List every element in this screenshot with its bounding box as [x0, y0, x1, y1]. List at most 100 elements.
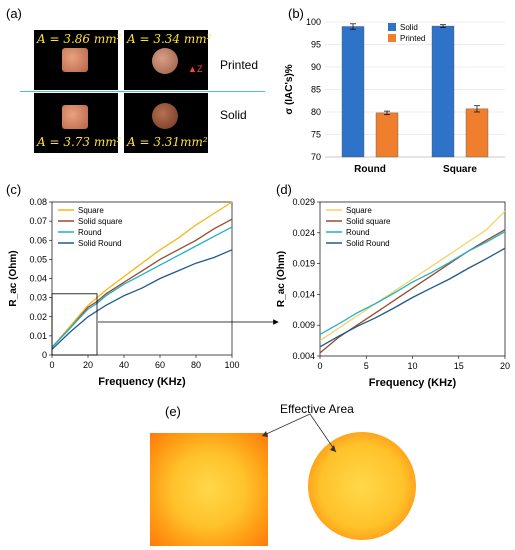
y-tick-label: 0 [42, 350, 47, 360]
panel-d-label: (d) [276, 182, 292, 197]
legend-label: Solid square [78, 217, 123, 226]
y-axis-label: σ (IAC's)% [284, 64, 295, 114]
effective-area-pointers [261, 413, 337, 453]
bar [375, 112, 399, 158]
z-axis-label: Z [197, 64, 203, 74]
legend-swatch [388, 23, 396, 31]
series-line [319, 231, 506, 335]
x-axis-label: Frequency (KHz) [369, 377, 457, 389]
y-tick-label: 75 [311, 130, 321, 140]
area-label: A = 3.34 mm² [127, 32, 212, 46]
y-tick-label: 100 [306, 17, 321, 27]
y-tick-label: 0.03 [29, 293, 47, 303]
y-tick-label: 0.01 [29, 331, 47, 341]
y-tick-label: 0.05 [29, 254, 47, 264]
legend-label: Square [346, 206, 372, 215]
area-label: A = 3.31mm² [127, 135, 208, 149]
legend-label: Square [78, 206, 104, 215]
bar [341, 26, 365, 158]
x-category-label: Round [354, 164, 386, 175]
series-line [319, 247, 506, 348]
x-tick-label: 0 [49, 360, 54, 370]
x-tick-label: 80 [191, 360, 201, 370]
panel-e-label: (e) [165, 404, 181, 419]
y-tick-label: 0.009 [292, 320, 315, 330]
x-tick-label: 0 [317, 361, 322, 371]
round-sample [152, 103, 178, 129]
y-axis-label: R_ac (Ohm) [276, 251, 287, 307]
y-tick-label: 0.04 [29, 274, 47, 284]
area-label: A = 3.86 mm² [37, 32, 122, 46]
y-tick-label: 0.06 [29, 235, 47, 245]
y-tick-label: 85 [311, 85, 321, 95]
y-tick-label: 0.019 [292, 259, 315, 269]
panel-a-label: (a) [6, 6, 22, 21]
x-tick-label: 15 [454, 361, 464, 371]
legend-swatch [388, 34, 396, 42]
plot-frame [51, 201, 233, 356]
x-tick-label: 5 [364, 361, 369, 371]
zoom-box [51, 293, 98, 356]
x-tick-label: 100 [224, 360, 239, 370]
x-tick-label: 20 [500, 361, 510, 371]
legend-label: Solid square [346, 217, 391, 226]
panel-b: (b) 70 75 80 85 90 95 100 Round Square σ (IAC's)%… [270, 0, 515, 185]
plot-frame [319, 201, 506, 357]
x-axis-label: Frequency (KHz) [98, 376, 186, 388]
bar-chart: 70 75 80 85 90 95 100 Round Square σ (IAC's)% Soli… [284, 17, 505, 175]
series-line [51, 218, 233, 348]
square-sample [62, 105, 88, 129]
y-axis-label: R_ac (Ohm) [8, 250, 19, 306]
legend-label: Solid [400, 23, 418, 32]
legend-label: Round [346, 228, 370, 237]
panel-c-label: (c) [6, 182, 22, 197]
divider-line [20, 91, 265, 92]
round-current-density [308, 432, 416, 540]
x-tick-label: 10 [407, 361, 417, 371]
y-tick-label: 0.029 [292, 197, 315, 207]
legend-label: Solid Round [346, 239, 390, 248]
series-line [319, 210, 506, 342]
area-label: A = 3.73 mm² [37, 135, 122, 149]
panel-c: (c) 0 0.01 0.02 0.03 0.04 0.05 0.06 0.07 0.08 0 20… [0, 180, 260, 395]
square-current-density [150, 433, 268, 546]
y-tick-label: 0.08 [29, 197, 47, 207]
photo-round-solid: A = 3.31mm² [124, 93, 208, 153]
y-tick-label: 0.07 [29, 216, 47, 226]
y-tick-label: 95 [311, 40, 321, 50]
line-chart-zoom: 0.004 0.009 0.014 0.019 0.024 0.029 0 5 10 15 20 Fr… [276, 197, 510, 389]
printed-label: Printed [220, 58, 259, 72]
bar [465, 108, 489, 158]
photo-square-solid: A = 3.73 mm² [34, 93, 122, 153]
y-tick-label: 90 [311, 62, 321, 72]
legend-label: Printed [400, 34, 425, 43]
legend-label: Solid Round [78, 239, 122, 248]
panel-e: (e) Effective Area [0, 400, 515, 550]
y-tick-label: 0.014 [292, 289, 315, 299]
series-line [51, 249, 233, 350]
legend-box [54, 204, 134, 252]
x-tick-label: 40 [119, 360, 129, 370]
effective-area-label: Effective Area [280, 402, 354, 416]
legend-label: Round [78, 228, 102, 237]
x-tick-label: 60 [155, 360, 165, 370]
solid-label: Solid [220, 108, 247, 122]
panel-b-label: (b) [288, 6, 304, 21]
panel-d: (d) 0.004 0.009 0.014 0.019 0.024 0.029 0 5 10 15… [262, 180, 515, 395]
y-tick-label: 70 [311, 152, 321, 162]
square-sample [62, 48, 88, 72]
y-tick-label: 0.02 [29, 312, 47, 322]
legend-box [322, 204, 402, 252]
photo-square-printed: A = 3.86 mm² [34, 30, 122, 90]
x-category-label: Square [443, 164, 477, 175]
x-tick-label: 20 [83, 360, 93, 370]
line-chart-wide: 0 0.01 0.02 0.03 0.04 0.05 0.06 0.07 0.08 0 20 40 60… [8, 197, 240, 388]
y-tick-label: 0.024 [292, 228, 315, 238]
z-axis-marker: ▲ [188, 64, 197, 74]
panel-a: (a) A = 3.86 mm² A = 3.34 mm² ▲ Z A = 3.… [0, 0, 270, 160]
round-sample [152, 48, 178, 74]
series-line [51, 201, 233, 348]
y-tick-label: 0.004 [292, 351, 315, 361]
photo-round-printed: A = 3.34 mm² ▲ Z [124, 30, 212, 90]
series-line [51, 226, 233, 348]
